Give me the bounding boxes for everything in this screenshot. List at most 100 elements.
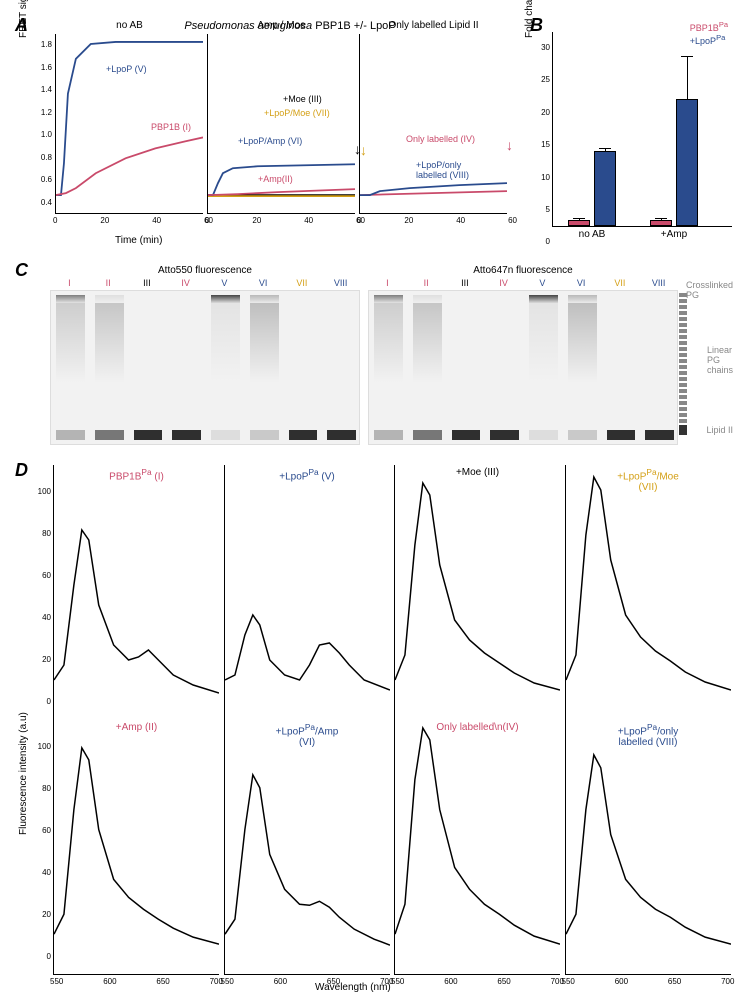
gel-lane-label: I — [50, 278, 89, 290]
panel-d-y-axis: Fluorescence intensity (a.u) — [18, 712, 29, 835]
bar — [594, 151, 616, 226]
gel-band-lipid — [289, 430, 318, 440]
panel-a-subchart-1: Amp / Moe0204060+Moe (III)+LpoP/Moe (VII… — [207, 34, 355, 214]
panel-d-yticks-row1: 100806040200 — [35, 471, 51, 723]
error-bar — [605, 149, 606, 151]
panel-a-y-axis: FRET signal / donor signal — [18, 0, 29, 38]
gel-band-lipid — [645, 430, 674, 440]
gel-lane-label: VII — [283, 278, 322, 290]
gel-band-lipid — [172, 430, 201, 440]
gel-band-smear — [250, 303, 279, 383]
gel-lane-label: IV — [484, 278, 523, 290]
gel-band-lipid — [250, 430, 279, 440]
error-bar-cap — [599, 148, 611, 149]
gel-band-lipid — [374, 430, 403, 440]
spectrum-chart-4: +Amp (II)550600650700 — [53, 720, 219, 975]
error-bar — [579, 219, 580, 220]
gel-band-lipid — [413, 430, 442, 440]
gel-band-lipid — [211, 430, 240, 440]
gel-band-crosslink — [568, 295, 597, 303]
gel-band-smear — [413, 303, 442, 383]
gel-lane-label: VII — [601, 278, 640, 290]
gel-half-0: Atto550 fluorescenceIIIIIIIVVVIVIIVIII — [50, 265, 360, 445]
spectrum-chart-1: +LpoPPa (V) — [224, 465, 390, 720]
gel-band-lipid — [490, 430, 519, 440]
gel-band-lipid — [529, 430, 558, 440]
gel-band-crosslink — [374, 295, 403, 303]
panel-c-gel-wrap: Atto550 fluorescenceIIIIIIIVVVIVIIVIIIAt… — [50, 265, 735, 445]
gel-band-lipid — [568, 430, 597, 440]
gel-band-lipid — [134, 430, 163, 440]
gel-lane-label: III — [446, 278, 485, 290]
gel-band-smear — [56, 303, 85, 383]
panel-b-barchart: no AB+Amp — [552, 32, 732, 227]
bar — [568, 220, 590, 227]
error-bar — [687, 57, 688, 99]
gel-band-crosslink — [95, 295, 124, 303]
panel-b-y-axis: Fold change in initial slope — [524, 0, 535, 38]
gel-lane-label: VI — [562, 278, 601, 290]
panel-a-subchart-2: Only labelled Lipid II0204060Only labell… — [359, 34, 507, 214]
panel-c-ladder — [679, 293, 687, 448]
gel-box — [50, 290, 360, 445]
gel-band-crosslink — [211, 295, 240, 303]
gel-band-lipid — [95, 430, 124, 440]
gel-band-smear — [374, 303, 403, 383]
panel-a-subchart-0: no AB0204060+LpoP (V)PBP1B (I) — [55, 34, 203, 214]
gel-band-crosslink — [413, 295, 442, 303]
gel-band-lipid — [327, 430, 356, 440]
panel-b-yticks: 302520151050 — [538, 32, 550, 259]
bar-group-label: +Amp — [650, 229, 698, 240]
gel-lane-label: II — [89, 278, 128, 290]
gel-band-smear — [568, 303, 597, 383]
gel-lane-label: VIII — [321, 278, 360, 290]
bar-group-label: no AB — [568, 229, 616, 240]
gel-lane-label: III — [128, 278, 167, 290]
panel-b: PBP1BPa+LpoPPa Fold change in initial sl… — [530, 20, 730, 250]
gel-band-smear — [95, 303, 124, 383]
error-bar-cap — [681, 56, 693, 57]
spectrum-chart-0: PBP1BPa (I) — [53, 465, 219, 720]
gel-region-label: Lipid II — [706, 425, 733, 435]
gel-lane-label: IV — [166, 278, 205, 290]
panel-d-grid: PBP1BPa (I)+LpoPPa (V)+Moe (III)+LpoPPa/… — [53, 465, 735, 975]
gel-lane-label: V — [523, 278, 562, 290]
gel-title: Atto550 fluorescence — [50, 265, 360, 276]
gel-region-label: LinearPGchains — [707, 345, 733, 375]
gel-band-lipid — [56, 430, 85, 440]
gel-lane-label: I — [368, 278, 407, 290]
gel-band-smear — [211, 303, 240, 383]
gel-lane-label: VIII — [639, 278, 678, 290]
spectrum-chart-7: +LpoPPa/onlylabelled (VIII)550600650700 — [565, 720, 731, 975]
gel-band-lipid — [607, 430, 636, 440]
gel-title: Atto647n fluorescence — [368, 265, 678, 276]
bar — [676, 99, 698, 226]
error-bar — [661, 219, 662, 220]
spectrum-chart-2: +Moe (III) — [394, 465, 560, 720]
subchart-title: no AB — [56, 20, 203, 31]
gel-band-crosslink — [529, 295, 558, 303]
subchart-title: Amp / Moe — [208, 20, 355, 31]
gel-region-label: CrosslinkedPG — [686, 280, 733, 300]
gel-lane-label: II — [407, 278, 446, 290]
gel-box — [368, 290, 678, 445]
panel-a-yticks: 1.81.61.41.21.00.80.60.4 — [38, 34, 52, 214]
panel-d-yticks-row2: 100806040200 — [35, 726, 51, 978]
panel-a: Pseudomonas aeruginosa PBP1B +/- LpoP FR… — [15, 20, 515, 250]
subchart-title: Only labelled Lipid II — [360, 20, 507, 31]
spectrum-chart-5: +LpoPPa/Amp(VI)550600650700 — [224, 720, 390, 975]
error-bar-cap — [573, 218, 585, 219]
gel-band-crosslink — [250, 295, 279, 303]
gel-lane-label: V — [205, 278, 244, 290]
bar — [650, 220, 672, 227]
spectrum-chart-6: Only labelled\n(IV)550600650700 — [394, 720, 560, 975]
gel-band-smear — [529, 303, 558, 383]
arrow-icon: ↓ — [506, 137, 513, 153]
panel-c: Atto550 fluorescenceIIIIIIIVVVIVIIVIIIAt… — [15, 265, 735, 455]
gel-band-lipid — [452, 430, 481, 440]
gel-band-crosslink — [56, 295, 85, 303]
panel-d: Fluorescence intensity (a.u) Wavelength … — [15, 465, 735, 995]
error-bar-cap — [655, 218, 667, 219]
panel-a-x-axis: Time (min) — [115, 235, 162, 246]
gel-lane-label: VI — [244, 278, 283, 290]
